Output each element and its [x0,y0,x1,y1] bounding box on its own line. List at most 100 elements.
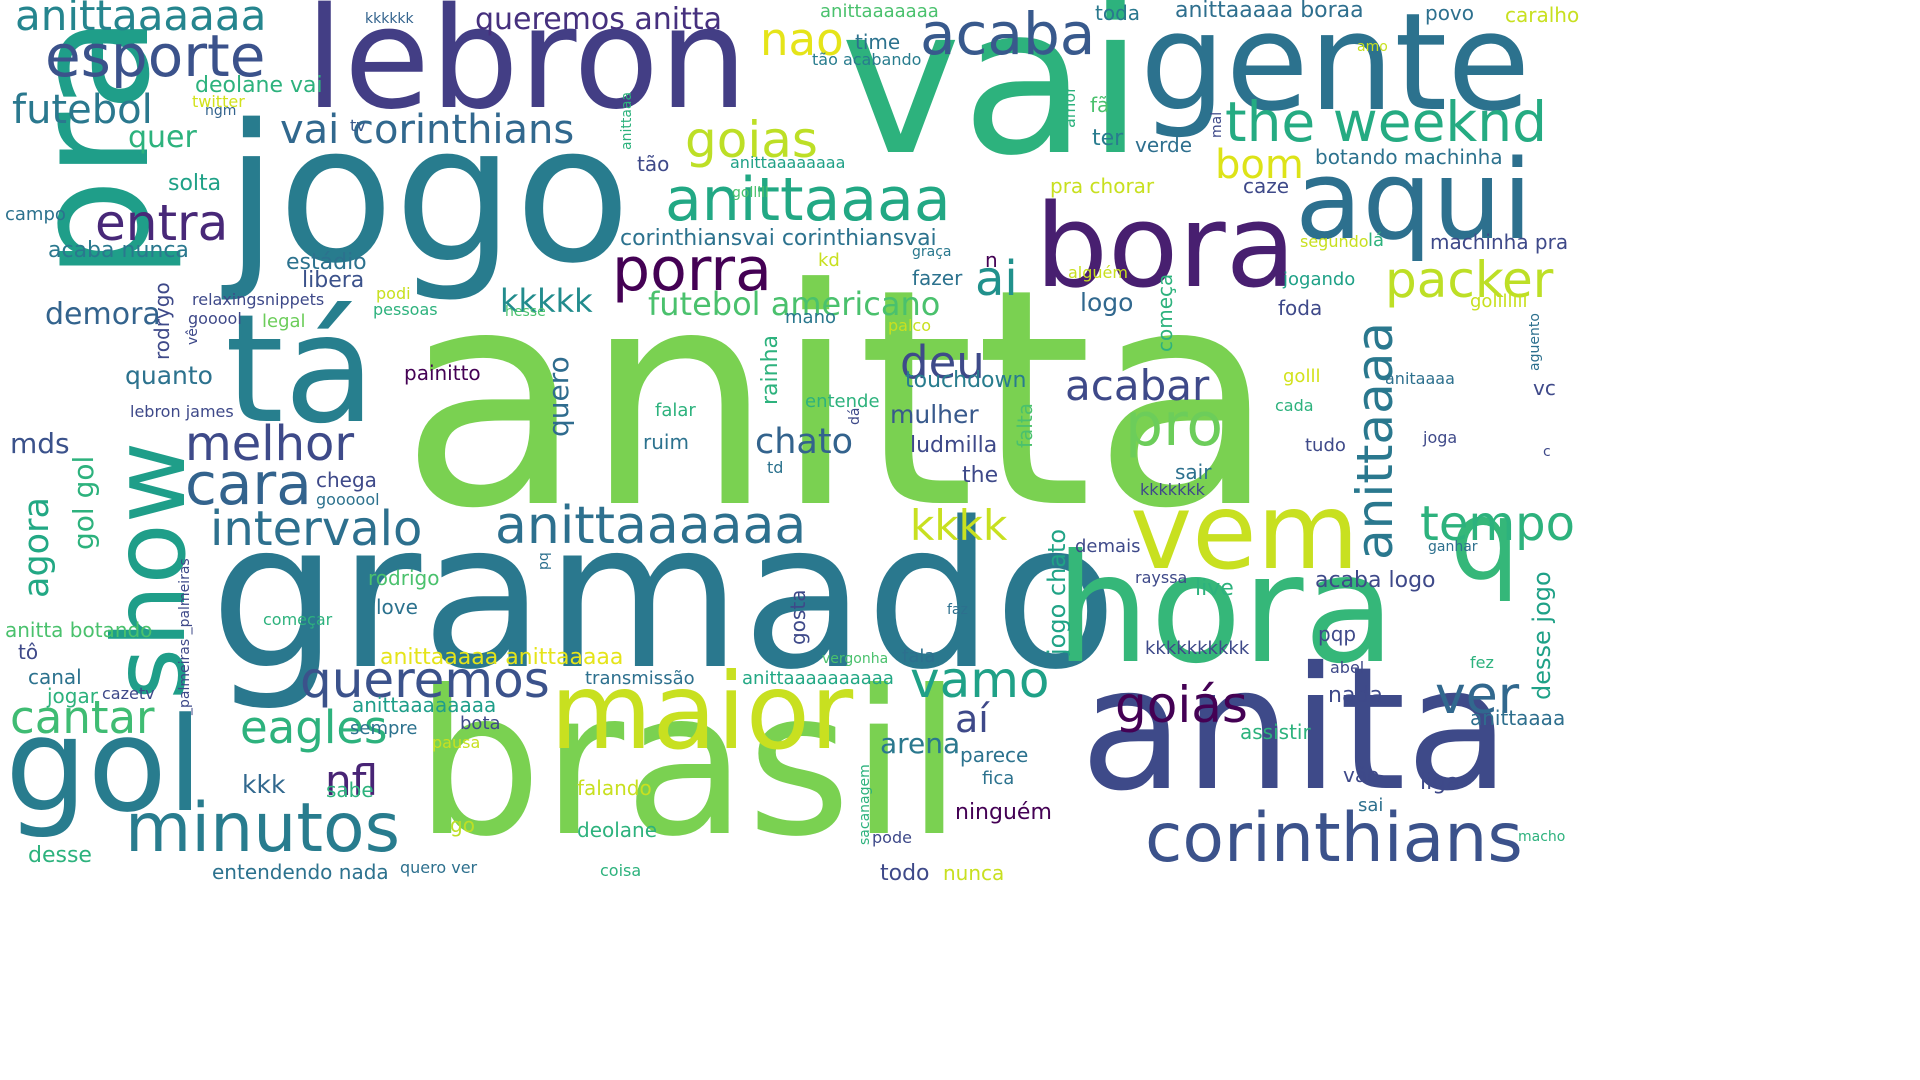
word-aguento: aguento [1527,313,1543,371]
word-abel: abel [1330,658,1365,677]
word-ruim: ruim [643,430,689,454]
word-fazer: fazer [912,266,963,290]
word-pra-chorar: pra chorar [1050,174,1155,198]
word-sabe: sabe [326,778,374,802]
word-legal: legal [262,311,306,332]
word-bora: bora [1035,180,1297,314]
word-falar: falar [655,400,696,421]
word-podi: podi [376,284,411,303]
word-hesse: hesse [505,304,546,320]
word-nao: nao [760,13,844,66]
word-td: td [767,458,784,477]
word-tao-acabando: tão acabando [812,50,922,69]
word-kkkkk: kkkkk [500,282,593,320]
word-canal: canal [28,665,82,689]
word-corinthians-big: corinthians [1145,799,1523,878]
word-rayssa: rayssa [1135,568,1188,587]
word-demora: demora [45,297,161,332]
word-amo: amo [1357,39,1388,55]
word-acaba-nunca: acaba nunca [48,238,189,263]
word-lebron: lebron [305,0,748,141]
word-acaba: acaba [920,0,1096,68]
word-maior: maior [550,651,854,773]
word-q: q [1450,476,1520,604]
word-ter: ter [1092,126,1124,151]
word-tv: tv [350,116,366,135]
word-quanto: quanto [125,361,213,390]
word-fica: fica [982,768,1015,789]
word-estadio: estádio [286,250,367,275]
word-ve: vê [185,328,201,345]
word-quero: quero [542,356,575,437]
word-mds: mds [10,427,70,460]
word-ta: tá [225,283,376,457]
word-anittaaaa-vertical: anittaaaa [1346,322,1404,560]
word-ngm: ngm [205,103,237,119]
word-bom: bom [1215,142,1304,188]
word-mal: mal [1209,111,1225,138]
word-queremos-anitta: queremos anitta [475,2,723,37]
word-ninguem: ninguém [955,800,1052,825]
word-falando: falando [577,776,652,800]
word-jogo-chato: jogo chato [1043,528,1071,655]
word-entende: entende [805,391,880,412]
word-ganhar: ganhar [1428,539,1478,555]
word-futebol: futebol [12,87,153,133]
word-campo: campo [5,204,66,225]
word-live: live [1195,576,1234,601]
word-comecar: começar [263,610,333,629]
word-anittaaaaaa-top: anittaaaaaa [15,0,267,40]
word-pq: pq [536,552,552,570]
word-queremos: queremos [300,651,550,709]
word-golllll: golllll [732,185,769,201]
word-cantar: cantar [10,691,155,744]
word-ai: ai [975,251,1018,307]
word-entra: entra [95,194,229,252]
word-vao: vão [1343,763,1380,787]
word-coisa: coisa [600,861,642,880]
word-deu: deu [900,336,985,389]
word-the-weeknd: the weeknd [1225,90,1548,154]
word-anittaaaaaa-mid: anittaaaaaa [495,496,807,556]
word-assistir: assistir [1240,720,1311,744]
word-bota: bota [460,713,501,734]
word-time: time [855,30,901,54]
word-packer: packer [1385,251,1554,309]
word-vem: vem [1130,471,1360,593]
word-rodrigo: rodrigo [368,566,440,590]
word-anittaaa: anittaaa [619,91,635,150]
word-anitta: anitta [400,225,1277,574]
word-arena: arena [880,727,961,760]
word-anittaaaa-small: anittaaaa [1470,706,1566,730]
word-caze: caze [1243,174,1290,198]
word-sacanagem: sacanagem [857,764,873,845]
word-vc: vc [1533,376,1556,400]
word-ai-accent: aí [955,697,989,741]
word-kkkk: kkkk [910,501,1008,550]
word-eagles: eagles [240,701,388,754]
word-jogando: jogando [1283,269,1356,290]
word-sair: sair [1175,460,1212,484]
word-pqp: pqp [1318,622,1357,646]
word-kkkkkk: kkkkkk [365,11,414,27]
word-deolane: deolane [577,818,658,842]
word-anittaaaaa-anittaaaaa: anittaaaaa anittaaaaa [380,645,624,670]
word-tempo: tempo [1420,496,1575,552]
word-faz: faz [947,602,968,618]
word-kkkkkkk-a: kkkkkkk [1140,480,1205,499]
word-nunca: nunca [943,861,1005,885]
word-desse-jogo: desse jogo [1528,571,1556,700]
word-gramado: gramado [210,478,1118,714]
word-machinha-pra: machinha pra [1430,230,1569,254]
word-c: c [1543,444,1551,460]
word-kd: kd [818,250,840,271]
word-solta: solta [168,171,222,196]
word-palmeiras: _palmeiras _palmeiras [177,558,193,715]
word-corinthiansvai: corinthiansvai corinthiansvai [620,226,937,251]
word-goooool: goooool [316,490,380,509]
word-minutos: minutos [125,789,401,868]
word-vergonha: vergonha [822,651,889,667]
word-graca: graça [912,244,952,260]
word-fa: fã [1090,93,1110,117]
word-futebol-americano: futebol americano [648,285,941,323]
